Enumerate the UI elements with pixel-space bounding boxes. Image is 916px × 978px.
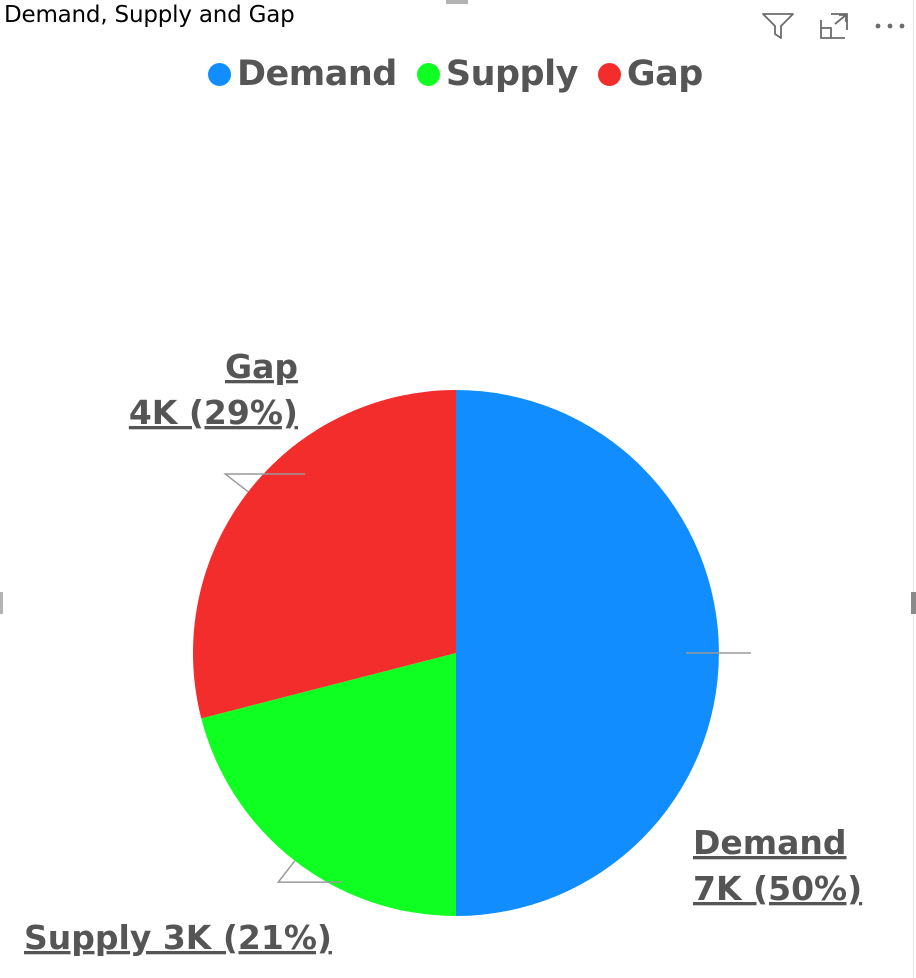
legend-item-demand[interactable]: Demand: [208, 54, 397, 94]
more-options-icon[interactable]: [872, 8, 908, 44]
legend-label-supply: Supply: [445, 54, 579, 94]
resize-handle-top[interactable]: [446, 0, 468, 4]
legend-item-gap[interactable]: Gap: [597, 54, 703, 94]
data-label-demand-name: Demand: [693, 823, 847, 862]
filter-icon[interactable]: [760, 8, 796, 44]
legend-label-gap: Gap: [626, 54, 703, 94]
legend-marker-gap: [597, 62, 621, 86]
chart-title: Demand, Supply and Gap: [4, 2, 295, 28]
pie-slice-supply[interactable]: [201, 653, 456, 916]
resize-handle-right[interactable]: [911, 592, 916, 614]
pie-slices: [193, 390, 719, 916]
leader-line-supply: [276, 860, 342, 883]
data-label-gap-name: Gap: [225, 347, 298, 386]
legend-marker-demand: [208, 62, 231, 86]
leader-lines: [223, 473, 751, 883]
pie-slice-demand[interactable]: [456, 390, 719, 916]
resize-handle-left[interactable]: [0, 592, 3, 614]
data-label-gap-value: 4K (29%): [129, 393, 298, 432]
data-label-supply: Supply 3K (21%): [24, 918, 332, 957]
chart-legend: Demand Supply Gap: [208, 54, 723, 94]
legend-label-demand: Demand: [237, 54, 397, 94]
legend-marker-supply: [416, 62, 440, 86]
leader-line-gap: [223, 473, 305, 493]
visual-border-right: [913, 0, 914, 978]
data-label-demand-value: 7K (50%): [693, 869, 862, 908]
legend-item-supply[interactable]: Supply: [416, 54, 579, 94]
pie-slice-gap[interactable]: [193, 390, 457, 719]
focus-mode-icon[interactable]: [816, 8, 852, 44]
